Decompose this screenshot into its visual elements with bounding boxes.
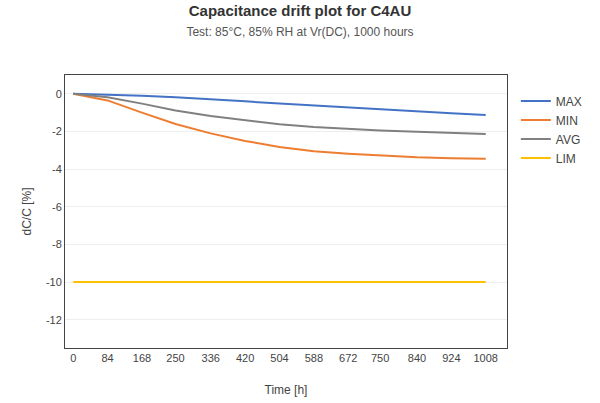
svg-text:336: 336 [202,352,220,364]
svg-text:Time [h]: Time [h] [265,383,308,397]
svg-text:250: 250 [166,352,184,364]
svg-text:504: 504 [270,352,288,364]
svg-text:-4: -4 [52,163,62,175]
svg-text:-12: -12 [46,314,62,326]
svg-text:Capacitance drift plot for C4A: Capacitance drift plot for C4AUTest: 85°… [186,2,413,39]
svg-text:750: 750 [371,352,389,364]
svg-text:MAX: MAX [556,95,582,109]
svg-text:168: 168 [133,352,151,364]
svg-text:1008: 1008 [473,352,497,364]
svg-text:-2: -2 [52,125,62,137]
svg-text:840: 840 [408,352,426,364]
svg-text:0: 0 [56,88,62,100]
svg-text:420: 420 [236,352,254,364]
svg-text:MIN: MIN [556,114,578,128]
svg-text:-6: -6 [52,201,62,213]
svg-text:-8: -8 [52,238,62,250]
svg-text:924: 924 [442,352,460,364]
svg-text:LIM: LIM [556,152,576,166]
svg-text:AVG: AVG [556,133,580,147]
svg-text:588: 588 [305,352,323,364]
svg-text:-10: -10 [46,276,62,288]
svg-text:84: 84 [101,352,113,364]
svg-text:0: 0 [70,352,76,364]
svg-text:672: 672 [339,352,357,364]
svg-text:dC/C [%]: dC/C [%] [20,187,34,235]
